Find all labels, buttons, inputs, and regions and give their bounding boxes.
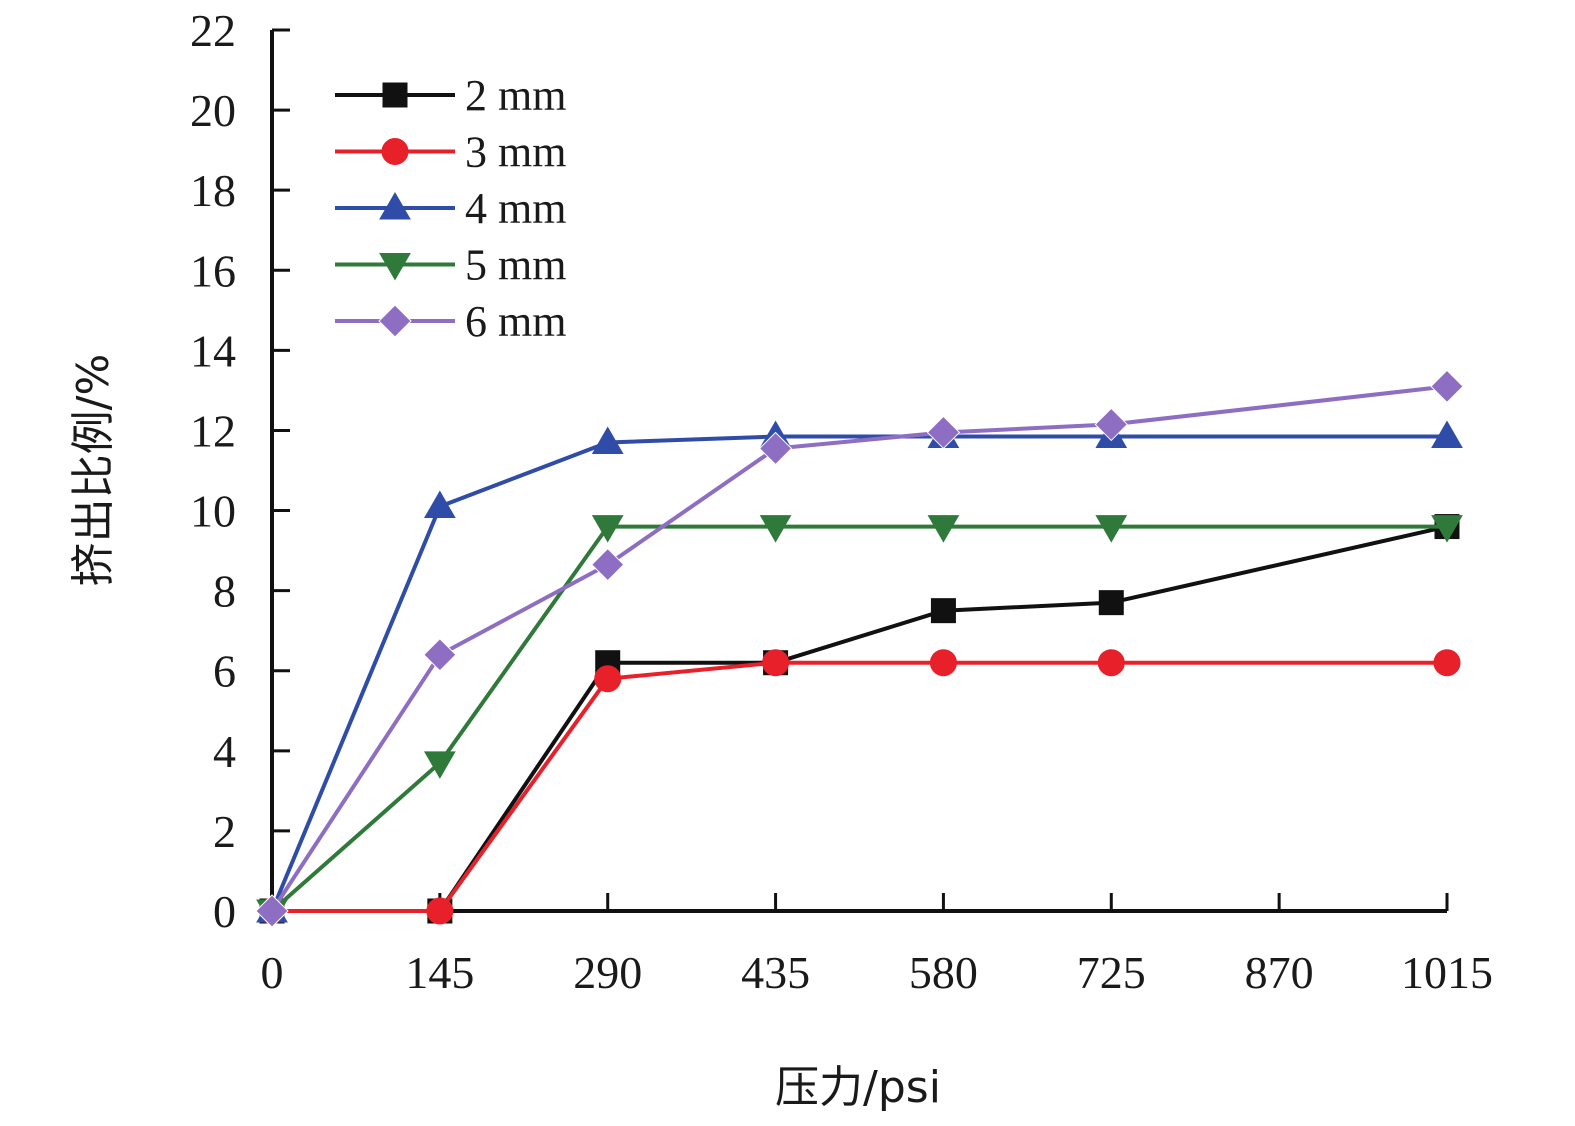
data-point bbox=[423, 490, 456, 519]
data-point bbox=[1094, 407, 1128, 442]
data-point bbox=[1430, 369, 1464, 404]
y-tick-label: 18 bbox=[190, 165, 236, 216]
series-line bbox=[272, 660, 1447, 913]
y-ticks: 0 2 4 6 8 10 12 14 16 18 20 22 bbox=[190, 5, 290, 937]
y-tick-label: 20 bbox=[190, 85, 236, 136]
legend-label: 3 mm bbox=[465, 128, 566, 177]
data-point bbox=[1097, 649, 1125, 677]
y-tick-label: 2 bbox=[213, 806, 236, 857]
legend-entry: 6 mm bbox=[335, 297, 566, 346]
legend-marker bbox=[379, 191, 411, 220]
y-tick-label: 10 bbox=[190, 486, 236, 537]
axes bbox=[270, 30, 1447, 913]
series-layer bbox=[255, 369, 1464, 928]
data-point bbox=[930, 598, 956, 624]
legend-entry: 2 mm bbox=[335, 71, 566, 120]
y-tick-label: 16 bbox=[190, 245, 236, 296]
x-axis-title: 压力/psi bbox=[775, 1062, 941, 1113]
data-point bbox=[423, 638, 457, 672]
data-point bbox=[423, 751, 456, 779]
series-5-mm bbox=[256, 515, 1463, 928]
data-point bbox=[1098, 590, 1124, 616]
data-point bbox=[594, 665, 622, 693]
y-tick-label: 4 bbox=[213, 726, 236, 777]
data-point bbox=[591, 515, 624, 543]
x-tick-label: 435 bbox=[741, 947, 810, 998]
legend-marker bbox=[382, 82, 408, 108]
legend-marker bbox=[378, 304, 412, 338]
legend-label: 6 mm bbox=[465, 297, 566, 346]
data-point bbox=[926, 415, 961, 450]
legend: 2 mm 3 mm 4 mm 5 mm 6 mm bbox=[335, 71, 566, 346]
data-point bbox=[929, 649, 957, 677]
x-tick-label: 580 bbox=[909, 947, 978, 998]
data-point bbox=[1431, 420, 1463, 448]
data-point bbox=[255, 894, 289, 928]
series-line bbox=[270, 524, 1447, 913]
series-4-mm bbox=[256, 420, 1463, 923]
x-tick-label: 870 bbox=[1245, 947, 1314, 998]
y-tick-label: 14 bbox=[190, 325, 236, 376]
x-tick-label: 145 bbox=[405, 947, 474, 998]
legend-label: 2 mm bbox=[465, 71, 566, 120]
series-3-mm bbox=[258, 649, 1461, 925]
series-2-mm bbox=[259, 514, 1460, 924]
x-ticks: 0 145 290 435 580 725 870 1015 bbox=[261, 893, 1493, 998]
x-tick-label: 725 bbox=[1077, 947, 1146, 998]
data-point bbox=[759, 515, 792, 543]
series-6-mm bbox=[255, 369, 1464, 928]
series-line bbox=[272, 524, 1448, 913]
data-point bbox=[426, 897, 454, 925]
legend-label: 4 mm bbox=[465, 184, 566, 233]
legend-label: 5 mm bbox=[465, 241, 566, 290]
data-point bbox=[762, 649, 790, 677]
y-tick-label: 22 bbox=[190, 5, 236, 56]
y-tick-label: 8 bbox=[213, 566, 236, 617]
y-axis-title: 挤出比例/% bbox=[68, 354, 119, 587]
y-tick-label: 6 bbox=[213, 646, 236, 697]
data-point bbox=[1433, 649, 1461, 677]
y-tick-label: 12 bbox=[190, 405, 236, 456]
data-point bbox=[758, 431, 793, 466]
y-tick-label: 0 bbox=[213, 886, 236, 937]
x-tick-label: 290 bbox=[573, 947, 642, 998]
x-tick-label: 0 bbox=[261, 947, 284, 998]
legend-entry: 4 mm bbox=[335, 184, 566, 233]
data-point bbox=[1095, 515, 1128, 543]
legend-entry: 3 mm bbox=[335, 128, 566, 177]
x-tick-label: 1015 bbox=[1401, 947, 1493, 998]
data-point bbox=[1431, 515, 1463, 543]
legend-entry: 5 mm bbox=[335, 241, 566, 290]
data-point bbox=[591, 547, 625, 582]
data-point bbox=[927, 515, 960, 543]
data-point bbox=[591, 426, 624, 454]
legend-marker bbox=[381, 138, 409, 165]
legend-marker bbox=[379, 253, 411, 281]
